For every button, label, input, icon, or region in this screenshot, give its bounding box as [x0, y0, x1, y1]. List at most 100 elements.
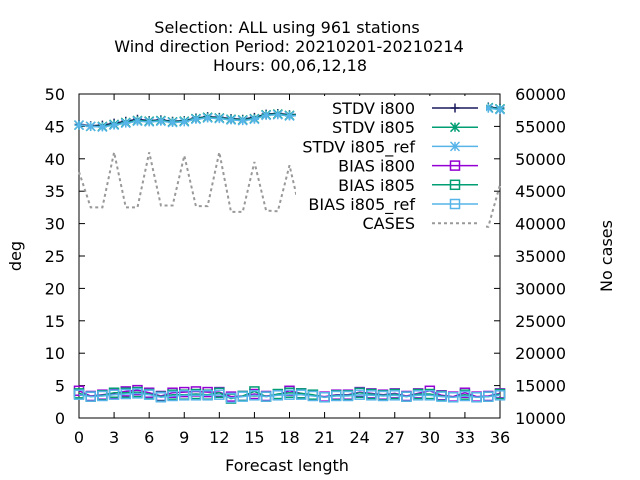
- data-point: [85, 391, 96, 402]
- data-point: [155, 392, 167, 403]
- data-point: [179, 116, 190, 127]
- legend-label: STDV i805: [332, 118, 415, 137]
- y-tick-label: 45: [45, 117, 65, 136]
- legend-item: BIAS i805: [338, 176, 478, 195]
- legend-marker: [449, 198, 461, 210]
- legend-background: [296, 96, 486, 232]
- x-axis-label: Forecast length: [225, 456, 349, 475]
- data-point: [225, 114, 237, 125]
- x-tick-label: 3: [109, 428, 119, 447]
- y-tick-label: 5: [55, 377, 65, 396]
- y2-tick-label: 40000: [515, 215, 566, 234]
- legend-item: CASES: [362, 214, 478, 233]
- data-point: [494, 104, 506, 115]
- x-tick-label: 6: [144, 428, 154, 447]
- data-point: [447, 392, 459, 403]
- x-tick-label: 27: [385, 428, 405, 447]
- data-point: [97, 122, 108, 133]
- data-point: [144, 116, 155, 127]
- data-point: [295, 389, 307, 400]
- data-point: [179, 390, 190, 401]
- x-tick-label: 9: [179, 428, 189, 447]
- data-point: [120, 388, 132, 400]
- data-point: [260, 391, 272, 402]
- data-point: [85, 121, 96, 132]
- secondary-y-axis-label: No cases: [597, 220, 616, 292]
- y2-tick-label: 30000: [515, 279, 566, 298]
- legend-marker: [449, 141, 461, 152]
- data-point: [155, 116, 166, 127]
- legend-label: CASES: [362, 214, 415, 233]
- data-point: [73, 120, 85, 131]
- y-tick-label: 50: [45, 85, 65, 104]
- y-tick-label: 10: [45, 344, 65, 363]
- y-tick-label: 25: [45, 247, 65, 266]
- legend-item: STDV i805: [332, 118, 478, 137]
- data-point: [249, 390, 260, 401]
- data-point: [366, 390, 377, 401]
- legend-label: STDV i805_ref: [302, 137, 415, 157]
- data-point: [471, 392, 482, 403]
- x-tick-label: 33: [455, 428, 475, 447]
- data-point: [132, 388, 143, 399]
- data-point: [237, 391, 248, 402]
- y-tick-label: 30: [45, 215, 65, 234]
- data-point: [354, 389, 365, 400]
- data-point: [494, 390, 506, 401]
- series-5: [73, 388, 506, 404]
- data-point: [167, 390, 178, 402]
- legend-item: STDV i800: [332, 99, 478, 118]
- legend-label: BIAS i805: [338, 176, 415, 195]
- data-point: [143, 389, 155, 400]
- y2-tick-label: 60000: [515, 85, 566, 104]
- legend-marker: [449, 179, 461, 191]
- chart-title-line-1: Selection: ALL using 961 stations: [154, 18, 419, 37]
- data-point: [284, 389, 295, 400]
- data-point: [109, 120, 120, 131]
- data-point: [202, 390, 213, 401]
- data-point: [190, 114, 201, 125]
- y-tick-label: 35: [45, 182, 65, 201]
- data-point: [284, 111, 295, 122]
- secondary-y-axis: 10000 15000 20000 25000 30000 35000 40000 45000…: [494, 85, 566, 428]
- data-point: [120, 118, 131, 129]
- y2-tick-label: 50000: [515, 150, 566, 169]
- data-point: [167, 117, 178, 128]
- chart-title-line-3: Hours: 00,06,12,18: [213, 56, 367, 75]
- y-axis-label: deg: [6, 241, 25, 271]
- legend-item: STDV i805_ref: [302, 137, 478, 157]
- data-point: [412, 390, 424, 401]
- data-point: [108, 389, 120, 400]
- data-point: [459, 390, 471, 402]
- data-point: [342, 390, 354, 402]
- data-point: [483, 391, 494, 402]
- data-point: [331, 390, 342, 402]
- data-point: [97, 390, 108, 402]
- data-point: [389, 390, 400, 401]
- y2-tick-label: 15000: [515, 377, 566, 396]
- y-tick-label: 20: [45, 279, 65, 298]
- x-tick-label: 18: [279, 428, 299, 447]
- legend-marker: [450, 103, 460, 113]
- data-point: [319, 392, 330, 403]
- data-point: [132, 116, 143, 127]
- legend-item: BIAS i800: [338, 157, 478, 176]
- legend-label: STDV i800: [332, 99, 415, 118]
- x-tick-label: 30: [420, 428, 440, 447]
- x-tick-label: 12: [209, 428, 229, 447]
- x-tick-label: 15: [244, 428, 264, 447]
- data-point: [237, 115, 248, 126]
- y2-tick-label: 20000: [515, 344, 566, 363]
- data-point: [73, 389, 85, 400]
- legend-label: BIAS i805_ref: [308, 195, 415, 215]
- data-point: [424, 390, 436, 401]
- y-tick-label: 0: [55, 409, 65, 428]
- data-point: [214, 113, 225, 124]
- legend-marker: [449, 122, 461, 133]
- y2-tick-label: 55000: [515, 117, 566, 136]
- data-point: [401, 391, 412, 402]
- data-point: [225, 392, 237, 404]
- y-tick-label: 40: [45, 150, 65, 169]
